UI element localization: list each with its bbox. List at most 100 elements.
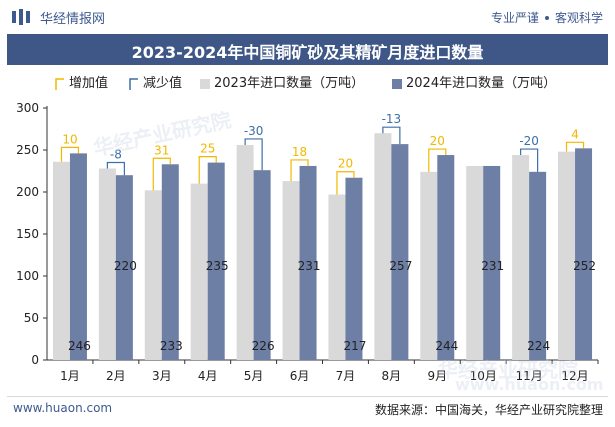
legend: 增加值 减少值 2023年进口数量（万吨） 2024年进口数量（万吨） xyxy=(0,72,615,92)
bar-2023 xyxy=(236,144,254,360)
bar-value-label: 231 xyxy=(481,259,504,273)
bar-2023 xyxy=(466,165,484,360)
series-2024-swatch xyxy=(392,78,402,89)
x-tick-label: 8月 xyxy=(382,369,402,383)
x-tick-label: 10月 xyxy=(470,369,497,383)
decrease-bracket xyxy=(106,161,125,176)
bar-value-label: 257 xyxy=(389,259,412,273)
y-tick-label: 100 xyxy=(16,269,39,283)
bar-2024 xyxy=(161,164,179,360)
bar-2023 xyxy=(328,194,346,360)
change-label: 20 xyxy=(430,134,445,148)
change-label: -20 xyxy=(519,134,539,148)
x-tick-label: 7月 xyxy=(336,369,356,383)
decrease-swatch-icon xyxy=(129,77,138,90)
logo-icon xyxy=(12,9,30,25)
bar-value-label: 235 xyxy=(206,259,229,273)
title-bar: 2023-2024年中国铜矿砂及其精矿月度进口数量 xyxy=(7,34,608,65)
decrease-bracket xyxy=(382,126,401,145)
legend-2024: 2024年进口数量（万吨） xyxy=(392,72,556,91)
increase-bracket xyxy=(198,156,217,184)
change-label: 31 xyxy=(154,143,169,157)
increase-swatch-icon xyxy=(55,77,64,90)
brand-name: 华经情报网 xyxy=(40,12,106,27)
slogan-part-2: 客观科学 xyxy=(554,11,603,25)
increase-bracket xyxy=(565,141,585,152)
change-label: -8 xyxy=(110,147,122,161)
bar-value-label: 217 xyxy=(344,339,367,353)
change-label: 18 xyxy=(292,145,307,159)
bar-value-label: 246 xyxy=(68,339,91,353)
bar-2024 xyxy=(483,165,501,360)
decrease-bracket xyxy=(520,148,539,172)
change-label: -30 xyxy=(244,124,264,138)
x-tick-label: 11月 xyxy=(515,369,542,383)
x-tick-label: 9月 xyxy=(427,369,447,383)
increase-bracket xyxy=(152,157,171,191)
top-bar: 华经情报网 专业严谨 客观科学 xyxy=(0,0,615,34)
bar-2023 xyxy=(190,183,208,360)
x-tick-label: 12月 xyxy=(561,369,588,383)
bar-2023 xyxy=(420,171,438,360)
bar-2024 xyxy=(115,175,133,360)
y-tick-label: 150 xyxy=(16,227,39,241)
x-tick-label: 3月 xyxy=(152,369,172,383)
watermark-3: www.huaon.com xyxy=(455,375,604,394)
bar-value-label: 252 xyxy=(573,259,596,273)
legend-increase-label: 增加值 xyxy=(69,76,109,91)
bar-2024 xyxy=(437,155,455,360)
bar-2024 xyxy=(529,171,547,360)
chart-title: 2023-2024年中国铜矿砂及其精矿月度进口数量 xyxy=(131,43,484,62)
bar-value-label: 244 xyxy=(435,339,458,353)
increase-bracket xyxy=(428,148,447,172)
change-label: 25 xyxy=(200,142,215,156)
bar-value-label: 233 xyxy=(160,339,183,353)
series-2023-swatch xyxy=(200,78,210,89)
change-label: 10 xyxy=(62,132,77,146)
bar-2023 xyxy=(98,168,116,360)
bar-2024 xyxy=(207,162,225,360)
y-tick-label: 50 xyxy=(24,311,39,325)
slogan-part-1: 专业严谨 xyxy=(490,11,539,25)
footer-divider xyxy=(7,396,608,397)
x-tick-label: 2月 xyxy=(106,369,126,383)
increase-bracket xyxy=(336,171,355,195)
bar-2023 xyxy=(282,181,300,360)
change-label: 20 xyxy=(338,157,353,171)
bar-2024 xyxy=(253,170,271,360)
legend-decrease-label: 减少值 xyxy=(143,76,183,91)
y-tick-label: 300 xyxy=(16,101,39,115)
x-tick-label: 1月 xyxy=(60,369,80,383)
legend-increase: 增加值 xyxy=(55,72,108,91)
separator-dot-icon xyxy=(544,16,549,20)
increase-bracket xyxy=(60,146,80,162)
legend-2024-label: 2024年进口数量（万吨） xyxy=(406,76,557,91)
bar-2024 xyxy=(391,144,409,360)
legend-2023-label: 2023年进口数量（万吨） xyxy=(214,76,365,91)
x-tick-label: 4月 xyxy=(198,369,218,383)
bar-2023 xyxy=(144,190,162,360)
y-tick-label: 250 xyxy=(16,143,39,157)
footer-source: 数据来源：中国海关，华经产业研究院整理 xyxy=(374,403,603,417)
bar-2023 xyxy=(512,155,530,360)
footer-website: www.huaon.com xyxy=(13,401,113,415)
bar-2024 xyxy=(575,148,593,360)
bar-2024 xyxy=(299,165,317,360)
watermark-2: 华经产业研究院 xyxy=(438,358,578,382)
x-tick-label: 6月 xyxy=(290,369,310,383)
increase-bracket xyxy=(290,159,309,182)
bar-value-label: 224 xyxy=(527,339,550,353)
change-label: -13 xyxy=(382,112,402,126)
y-tick-label: 0 xyxy=(31,353,39,367)
bar-value-label: 231 xyxy=(298,259,321,273)
legend-2023: 2023年进口数量（万吨） xyxy=(200,72,364,91)
bar-2024 xyxy=(69,153,87,360)
slogan: 专业严谨 客观科学 xyxy=(491,9,603,26)
bar-2023 xyxy=(52,161,70,360)
bar-2023 xyxy=(374,133,392,360)
bar-value-label: 220 xyxy=(114,259,137,273)
bar-2023 xyxy=(558,151,576,360)
decrease-bracket xyxy=(244,138,263,171)
change-label: 4 xyxy=(571,127,579,141)
